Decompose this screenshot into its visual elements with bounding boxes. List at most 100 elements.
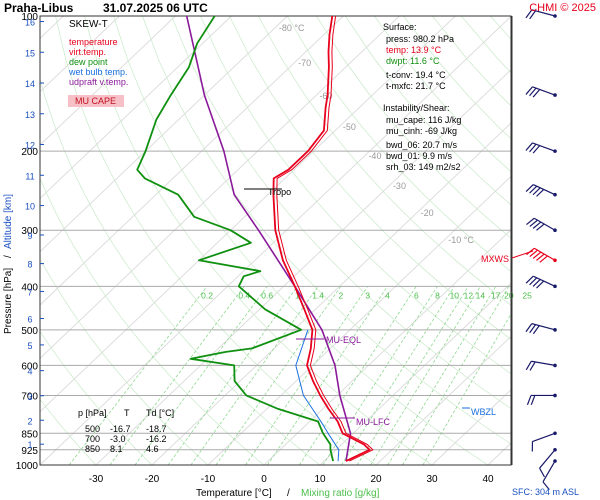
wind-barb-station xyxy=(553,258,557,263)
wind-barb-shaft xyxy=(532,432,556,443)
wind-barb-flag xyxy=(532,325,540,335)
wind-barb-station xyxy=(553,284,557,289)
isotherm-line xyxy=(40,16,344,306)
table-header-t: T xyxy=(124,408,130,418)
dry-adiabat xyxy=(519,16,600,465)
wind-barb-shaft xyxy=(532,183,556,196)
bwd06-value: bwd_06: 20.7 m/s xyxy=(386,140,458,150)
wind-barb-station xyxy=(553,192,557,197)
mixing-ratio-line xyxy=(402,286,510,465)
bwd01-value: bwd_01: 9.9 m/s xyxy=(386,151,453,161)
wind-barb-flag xyxy=(529,143,537,153)
dry-adiabat xyxy=(200,16,511,375)
x-tick-label: -10 xyxy=(201,474,216,485)
mixing-ratio-line xyxy=(245,286,369,465)
altitude-tick-label: 6 xyxy=(27,315,32,325)
wind-barb-flag xyxy=(532,278,541,287)
mixing-ratio-label: 14 xyxy=(476,290,486,300)
wind-barb-flag xyxy=(525,360,532,371)
isotherm-label: -30 xyxy=(393,181,406,191)
pressure-tick-label: 1000 xyxy=(16,461,39,472)
wind-barb-flag xyxy=(525,184,534,192)
wind-barb-station xyxy=(553,459,557,463)
x-axis-label: Temperature [°C] xyxy=(196,488,272,499)
isotherm-line xyxy=(319,282,511,465)
altitude-tick-label: 10 xyxy=(25,202,35,212)
wetbulb-curve xyxy=(295,329,340,462)
surface-tconv: t-conv: 19.4 °C xyxy=(386,70,446,80)
wind-barbs xyxy=(511,9,557,490)
wind-barb-flag xyxy=(525,86,533,95)
dry-adiabat xyxy=(229,16,511,340)
mixing-ratio-label: 0.2 xyxy=(201,290,213,300)
wind-barb-flag xyxy=(525,9,533,19)
mixing-ratio-line xyxy=(387,286,497,465)
mixing-ratio-label: 10 xyxy=(450,290,460,300)
wind-barb-flag xyxy=(529,87,537,97)
isotherm-line xyxy=(151,122,511,465)
mixing-ratio-label: 8 xyxy=(435,290,440,300)
mu-cape-value: mu_cape: 116 J/kg xyxy=(386,115,461,125)
mixing-ratio-line xyxy=(341,286,455,465)
altitude-tick-label: 12 xyxy=(25,141,35,151)
x-axis-mixing-label: Mixing ratio [g/kg] xyxy=(301,488,380,499)
dry-adiabat xyxy=(258,16,511,306)
x-tick-label: -20 xyxy=(145,474,160,485)
mixing-ratio-line xyxy=(109,286,245,465)
isotherm-line xyxy=(40,16,288,253)
isotherm-label: -80 °C xyxy=(279,23,305,33)
mu-lfc-label: MU-LFC xyxy=(356,417,390,427)
isotherm-line xyxy=(40,16,232,200)
wind-barb-flag xyxy=(536,188,545,197)
mixing-ratio-line xyxy=(299,286,417,465)
mixing-ratio-label: 3 xyxy=(365,290,370,300)
isotherm-line xyxy=(263,229,511,465)
wind-barb-station xyxy=(553,431,557,436)
isotherm-line xyxy=(40,16,176,146)
wbzl-label: WBZL xyxy=(471,407,496,417)
wind-barb-shaft xyxy=(531,323,556,331)
wind-barb-station xyxy=(553,328,557,332)
mixing-ratio-line xyxy=(167,286,298,465)
y-axis-altitude-label: Altitude [km] xyxy=(3,194,14,249)
table-cell: 8.1 xyxy=(110,444,123,454)
altitude-tick-label: 9 xyxy=(27,231,32,241)
isotherm-line xyxy=(40,16,120,93)
wind-barb-shaft xyxy=(531,360,556,366)
temperature-curve xyxy=(272,16,371,462)
surface-temp: temp: 13.9 °C xyxy=(386,45,442,55)
wind-barb-shaft xyxy=(531,9,556,17)
wind-barb-station xyxy=(553,93,557,97)
mu-cinh-value: mu_cinh: -69 J/kg xyxy=(386,126,457,136)
wind-barb-station xyxy=(553,447,557,452)
mixing-ratio-line xyxy=(267,286,388,465)
wind-barb-flag xyxy=(539,255,548,263)
table-cell: 500 xyxy=(85,424,100,434)
legend-title: SKEW-T xyxy=(69,19,108,30)
wind-barb-shaft xyxy=(532,142,556,152)
surface-dwpt: dwpt: 11.6 °C xyxy=(386,56,440,66)
isotherm-line xyxy=(544,16,600,465)
altitude-tick-label: 5 xyxy=(27,341,32,351)
altitude-tick-label: 16 xyxy=(25,18,35,28)
dry-adiabat xyxy=(287,16,511,272)
x-tick-label: -30 xyxy=(89,474,104,485)
isotherm-line xyxy=(207,175,511,465)
surface-tmxfc: t-mxfc: 21.7 °C xyxy=(386,81,446,91)
pressure-tick-label: 850 xyxy=(21,429,38,440)
mixing-ratio-label: 1.4 xyxy=(312,290,324,300)
wind-barb-flag xyxy=(532,221,542,229)
mixing-ratio-line xyxy=(134,286,268,465)
isotherm-label: -40 xyxy=(368,151,381,161)
wind-barb-flag xyxy=(530,395,536,406)
pressure-tick-label: 500 xyxy=(21,326,38,337)
isotherm-label: -60 xyxy=(319,91,332,101)
dry-adiabat xyxy=(490,16,511,40)
mu-eql-label: MU-EQL xyxy=(326,335,361,345)
wind-barb-flag xyxy=(539,467,545,478)
pressure-tick-label: 925 xyxy=(21,446,38,457)
y-axis-sep: / xyxy=(3,255,14,258)
table-cell: 700 xyxy=(85,434,100,444)
dry-adiabat xyxy=(84,16,433,465)
wind-barb-flag xyxy=(525,275,534,284)
